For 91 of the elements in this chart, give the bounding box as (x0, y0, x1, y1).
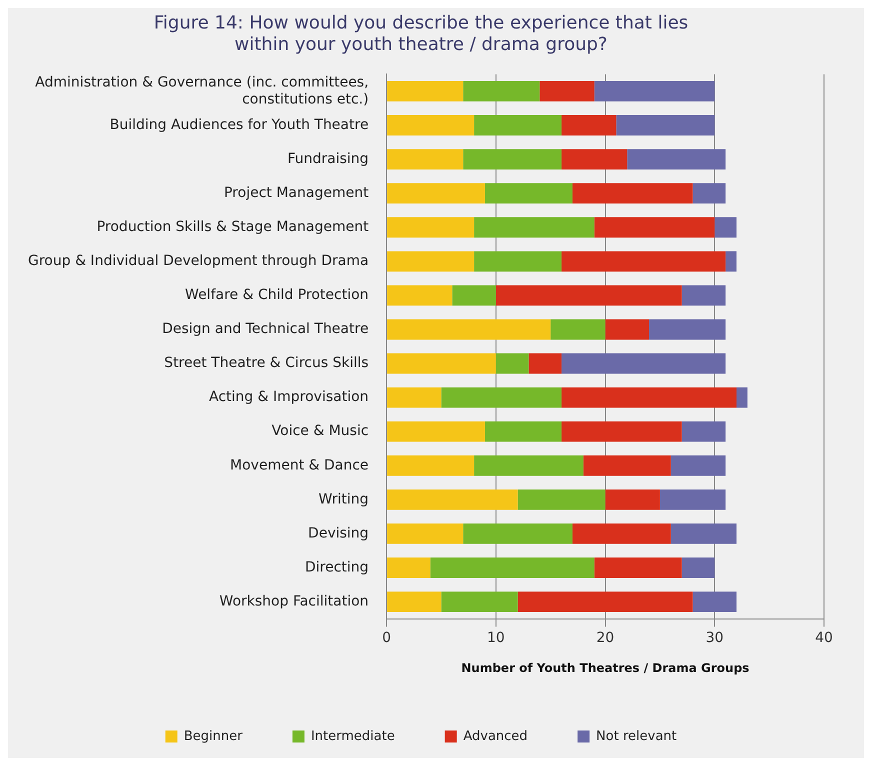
bar (387, 455, 474, 476)
x-tick-label: 40 (815, 630, 833, 646)
bar (474, 217, 594, 238)
bar (387, 183, 485, 204)
bar (463, 523, 572, 544)
bar (572, 523, 671, 544)
bar (670, 523, 737, 544)
bar (572, 183, 693, 204)
bar (594, 81, 715, 102)
legend-label: Intermediate (310, 728, 395, 744)
y-tick-label: Administration & Governance (inc. committees, constitutions etc.) (35, 74, 369, 108)
bar (594, 558, 682, 578)
bar (528, 353, 562, 374)
bar (562, 251, 726, 272)
legend-label: Not relevant (596, 728, 677, 744)
bar (387, 251, 474, 272)
y-tick-label: Writing (318, 491, 369, 508)
bar (692, 592, 737, 612)
bar (660, 489, 726, 510)
chart-title: Figure 14: How would you describe the experience that lies within your youth theatre / drama group? (154, 12, 688, 56)
bar (441, 592, 518, 612)
bar (562, 115, 616, 136)
y-tick-label: Street Theatre & Circus Skills (164, 355, 369, 372)
bar (387, 285, 452, 306)
y-tick-label: Design and Technical Theatre (162, 321, 369, 338)
bar (430, 558, 594, 578)
x-tick-label: 10 (487, 630, 505, 646)
bar (682, 285, 726, 306)
y-tick-label: Building Audiences for Youth Theatre (110, 116, 369, 133)
bar (474, 251, 562, 272)
bar (387, 421, 485, 442)
y-tick-label: Group & Individual Development through Drama (28, 253, 369, 270)
bar (692, 183, 726, 204)
bar (518, 489, 606, 510)
bar (714, 217, 737, 238)
bar (736, 387, 748, 408)
bar (441, 387, 562, 408)
bar (583, 455, 671, 476)
y-tick-label: Directing (304, 559, 369, 576)
bar (387, 387, 442, 408)
legend-label: Beginner (184, 728, 244, 744)
bar (463, 149, 562, 170)
bar (474, 455, 584, 476)
x-axis-title: Number of Youth Theatres / Drama Groups (461, 660, 750, 675)
bar (682, 421, 726, 442)
bar (387, 558, 430, 578)
bar (540, 81, 594, 102)
bar (649, 319, 726, 340)
bar (550, 319, 606, 340)
bar (496, 353, 529, 374)
y-tick-label: Project Management (224, 184, 370, 201)
y-tick-label: Movement & Dance (230, 457, 369, 474)
y-tick-label: Welfare & Child Protection (185, 287, 369, 304)
bar (627, 149, 726, 170)
bar (562, 387, 737, 408)
bar (726, 251, 737, 272)
y-tick-label: Production Skills & Stage Management (96, 219, 370, 236)
y-tick-label: Fundraising (287, 150, 369, 167)
bar (616, 115, 715, 136)
bar (463, 81, 540, 102)
bar (562, 421, 682, 442)
bar (387, 149, 464, 170)
bar (605, 319, 650, 340)
bar (387, 115, 474, 136)
bar (387, 353, 496, 374)
bar (387, 319, 551, 340)
bar (670, 455, 726, 476)
x-tick-label: 20 (596, 630, 614, 646)
bar (484, 183, 572, 204)
bar (562, 149, 628, 170)
bar (387, 81, 464, 102)
bar (496, 285, 682, 306)
bar (594, 217, 715, 238)
x-tick-label: 0 (382, 630, 392, 646)
bar (518, 592, 693, 612)
y-tick-label: Devising (308, 525, 369, 542)
bar (452, 285, 496, 306)
y-tick-label: Voice & Music (272, 423, 369, 440)
bar (562, 353, 726, 374)
bar (387, 523, 464, 544)
bar (387, 592, 442, 612)
bar (484, 421, 562, 442)
y-tick-label: Acting & Improvisation (209, 389, 369, 406)
y-tick-label: Workshop Facilitation (219, 593, 369, 610)
bar (387, 217, 474, 238)
bar (605, 489, 660, 510)
legend-label: Advanced (463, 728, 528, 744)
x-tick-label: 30 (706, 630, 724, 646)
bar (682, 558, 715, 578)
bar (474, 115, 562, 136)
bar (387, 489, 518, 510)
